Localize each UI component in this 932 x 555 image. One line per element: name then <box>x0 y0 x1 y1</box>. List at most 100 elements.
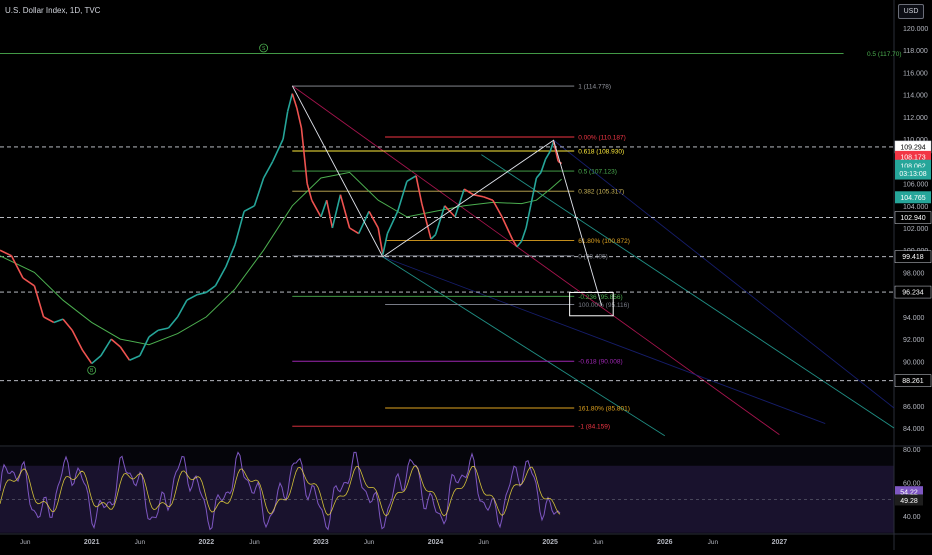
price-segment <box>339 194 351 229</box>
fib-level-label: 0.00% (110.187) <box>578 135 626 142</box>
fib-level-label: 0 (99.495) <box>578 253 608 260</box>
price-segment <box>430 234 437 240</box>
channel-line <box>553 139 895 409</box>
price-segment <box>81 349 93 365</box>
price-segment <box>186 293 198 301</box>
price-segment <box>296 107 303 129</box>
price-segment <box>91 355 102 365</box>
target-box <box>569 291 614 317</box>
rsi-value-tag-label: 49.28 <box>900 498 918 505</box>
symbol-title: U.S. Dollar Index, 1D, TVC <box>5 6 101 15</box>
price-segment <box>396 181 408 212</box>
moving-average-line <box>0 171 562 346</box>
price-tick-label: 102.000 <box>903 226 928 233</box>
time-tick-label: 2022 <box>199 539 215 546</box>
price-segment <box>148 329 159 338</box>
price-segment <box>535 171 542 179</box>
projection-path <box>291 85 603 306</box>
price-segment <box>158 327 169 332</box>
price-segment <box>196 291 207 296</box>
price-segment <box>119 346 131 361</box>
price-tick-label: 104.000 <box>903 204 928 211</box>
price-segment <box>139 336 150 357</box>
price-segment <box>129 355 141 361</box>
time-tick-label: 2026 <box>657 539 673 546</box>
signal-marker-label: S <box>262 46 266 52</box>
price-tick-label: 90.000 <box>903 359 925 366</box>
price-segment <box>406 175 417 183</box>
price-segment <box>325 200 334 229</box>
price-segment <box>262 160 274 179</box>
rsi-value-tag <box>895 486 923 498</box>
price-segment <box>33 285 45 318</box>
fib-level-label: -1 (84.159) <box>578 424 610 431</box>
rsi-ma-line <box>0 465 561 517</box>
price-segment <box>492 199 503 218</box>
price-segment <box>473 193 484 198</box>
price-tick-label: 94.000 <box>903 315 925 322</box>
channel-line <box>382 256 666 437</box>
price-tag-label: 108.062 <box>900 163 925 170</box>
signal-marker-label: B <box>90 368 94 374</box>
price-segment <box>291 93 298 109</box>
price-segment <box>511 238 518 248</box>
price-tick-label: 110.000 <box>903 137 928 144</box>
time-tick-label: 2023 <box>313 539 329 546</box>
time-tick-label: Jun <box>20 539 31 546</box>
price-tick-label: 92.000 <box>903 337 925 344</box>
price-tick-label: 120.000 <box>903 26 928 33</box>
fib-level-label: 0.5 (117.70) <box>867 51 902 58</box>
price-segment <box>62 318 73 331</box>
price-segment <box>205 285 216 294</box>
price-segment <box>552 141 559 162</box>
fib-level-label: -0.236 (95.856) <box>578 294 622 301</box>
price-segment <box>286 93 294 112</box>
price-segment <box>520 227 527 242</box>
price-segment <box>167 316 179 329</box>
price-segment <box>43 316 55 324</box>
signal-marker <box>87 365 97 375</box>
price-segment <box>234 211 245 245</box>
fib-level-label: 61.80% (100.872) <box>578 238 630 245</box>
price-candles <box>0 93 563 365</box>
rsi-line <box>0 451 561 531</box>
price-segment <box>306 183 313 201</box>
time-tick-label: Jun <box>364 539 375 546</box>
currency-button[interactable]: USD <box>898 4 924 19</box>
time-tick-label: 2021 <box>84 539 100 546</box>
price-segment <box>516 240 523 248</box>
price-segment <box>100 338 112 357</box>
time-tick-label: Jun <box>478 539 489 546</box>
channel-line <box>481 154 895 429</box>
price-segment <box>243 205 255 213</box>
fib-level-label: 161.80% (85.801) <box>578 405 630 412</box>
fib-level-label: 1 (114.778) <box>578 84 611 91</box>
price-tag <box>895 167 931 180</box>
price-segment <box>434 205 446 235</box>
price-tag-label: 03:13:08 <box>899 171 926 178</box>
dashed-level-tag <box>894 250 932 263</box>
price-tick-label: 118.000 <box>903 48 928 55</box>
price-tick-label: 84.000 <box>903 426 925 433</box>
fib-level-label: 100.00% (95.116) <box>578 302 629 309</box>
price-segment <box>176 299 188 318</box>
price-segment <box>10 255 24 279</box>
time-tick-label: Jun <box>593 539 604 546</box>
price-segment <box>253 177 265 207</box>
channel-line <box>292 85 780 436</box>
price-tag <box>895 191 931 204</box>
fib-level-label: 0.382 (105.317) <box>578 189 624 196</box>
dashed-level-tag-label: 109.294 <box>900 144 925 151</box>
price-segment <box>386 210 399 234</box>
price-tag-label: 108.173 <box>900 154 925 161</box>
fib-level-label: 0.5 (107.123) <box>578 169 617 176</box>
dashed-level-tag-label: 102.940 <box>900 215 925 222</box>
time-tick-label: Jun <box>708 539 719 546</box>
price-segment <box>368 210 379 229</box>
price-segment <box>53 318 64 324</box>
dashed-level-tag <box>894 374 932 387</box>
price-segment <box>525 205 532 229</box>
price-tag-label: 104.765 <box>900 195 925 202</box>
